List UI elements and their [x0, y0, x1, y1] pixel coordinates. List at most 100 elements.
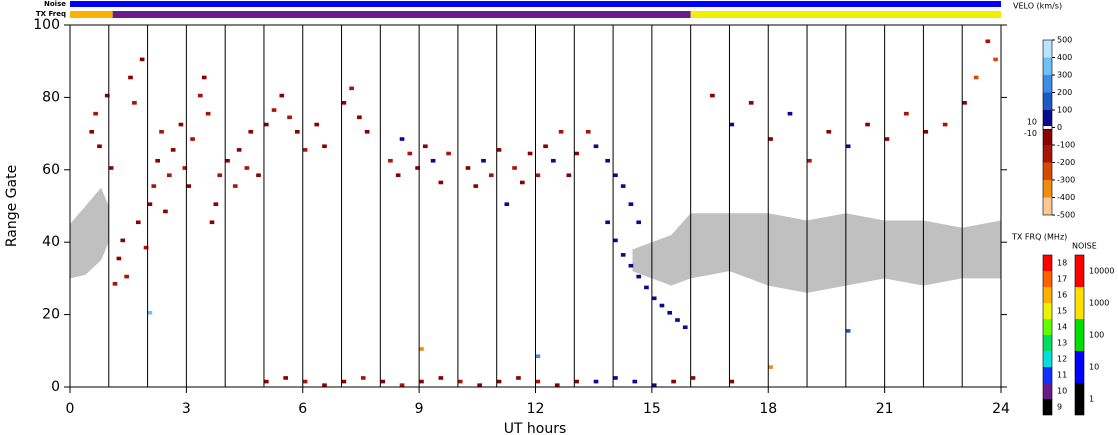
x-axis-label: UT hours — [504, 421, 567, 435]
echo-cell — [613, 238, 618, 243]
tx-swatch — [1043, 367, 1052, 383]
echo-cell — [985, 39, 991, 44]
echo-cell — [675, 318, 680, 322]
echo-cell — [357, 115, 362, 120]
noise-segment — [70, 1, 1001, 7]
echo-cell — [457, 379, 463, 384]
velo-swatch — [1043, 145, 1052, 163]
echo-cell — [496, 148, 502, 152]
echo-cell — [407, 151, 413, 156]
velo-swatch — [1043, 57, 1052, 75]
echo-cell — [574, 151, 579, 156]
echo-cell — [845, 144, 851, 149]
x-tick-label: 21 — [876, 401, 894, 417]
echo-cell — [190, 137, 195, 141]
echo-cell — [159, 129, 164, 134]
echo-cell — [632, 379, 638, 384]
echo-cell — [182, 166, 188, 170]
velo-tick-label: -200 — [1057, 158, 1075, 167]
echo-cell — [147, 202, 153, 206]
echo-cell — [217, 173, 223, 178]
velo-tick-label: 0 — [1057, 123, 1062, 132]
echo-cell — [279, 93, 285, 98]
y-tick-label: 80 — [42, 89, 60, 105]
echo-cell — [198, 93, 203, 98]
echo-cell — [419, 379, 424, 384]
velo-tick-label: 300 — [1057, 71, 1072, 80]
tx-tick-label: 18 — [1057, 259, 1067, 268]
echo-cell — [613, 173, 618, 178]
echo-cell — [155, 158, 160, 163]
echo-cell — [322, 383, 327, 387]
echo-cell — [287, 115, 292, 120]
tx-swatch — [1043, 303, 1052, 319]
x-tick-label: 18 — [759, 401, 777, 417]
echo-cell — [787, 111, 793, 116]
echo-cell — [112, 282, 118, 286]
echo-cell — [314, 122, 320, 127]
echo-cell — [558, 129, 564, 134]
echo-cell — [205, 111, 211, 116]
echo-cell — [143, 245, 149, 250]
velo-tick-label: -400 — [1057, 193, 1075, 202]
echo-cell — [388, 158, 393, 163]
echo-cell — [97, 144, 102, 149]
echo-cell — [865, 122, 870, 127]
echo-cell — [430, 158, 436, 163]
echo-cell — [93, 111, 98, 116]
echo-cell — [690, 376, 696, 380]
echo-cell — [613, 376, 618, 380]
echo-cell — [139, 57, 145, 62]
x-tick-label: 15 — [643, 401, 661, 417]
echo-cell — [151, 184, 157, 188]
echo-cell — [636, 274, 642, 279]
y-tick-label: 100 — [33, 17, 60, 33]
echo-cell — [671, 379, 676, 384]
x-tick-label: 6 — [298, 401, 307, 417]
echo-cell — [962, 101, 967, 105]
echo-cell — [768, 137, 773, 141]
echo-cell — [574, 379, 579, 384]
echo-cell — [504, 202, 510, 206]
echo-cell — [244, 166, 250, 170]
tx-tick-label: 9 — [1057, 403, 1062, 412]
echo-cell — [283, 376, 289, 380]
echo-cell — [438, 376, 444, 380]
velo-swatch — [1043, 40, 1052, 58]
velo-swatch — [1043, 127, 1052, 145]
echo-cell — [644, 285, 649, 290]
echo-cell — [302, 148, 308, 152]
noise-tick-label: 1 — [1089, 395, 1094, 404]
tx-swatch — [1043, 319, 1052, 335]
echo-cell — [473, 184, 479, 188]
echo-cell — [322, 144, 327, 149]
echo-cell — [399, 383, 405, 387]
tx-swatch — [1043, 287, 1052, 303]
echo-cell — [163, 209, 168, 214]
echo-cell — [593, 379, 599, 384]
tx-swatch — [1043, 335, 1052, 351]
velo-swatch — [1043, 92, 1052, 110]
velo-scale-title: VELO (km/s) — [1013, 2, 1062, 11]
tx-tick-label: 16 — [1057, 291, 1067, 300]
tx-freq-segment — [70, 11, 113, 18]
noise-swatch — [1075, 255, 1084, 287]
noise-swatch — [1075, 383, 1084, 415]
echo-cell — [170, 148, 176, 152]
echo-cell — [213, 202, 219, 206]
echo-cell — [554, 383, 560, 387]
echo-cell — [527, 151, 533, 156]
echo-cell — [516, 376, 521, 380]
echo-cell — [620, 184, 626, 188]
velo-zero-band — [1042, 125, 1053, 130]
echo-cell — [519, 180, 525, 185]
tx-tick-label: 14 — [1057, 323, 1067, 332]
echo-cell — [108, 166, 114, 170]
echo-cell — [628, 263, 634, 268]
x-tick-label: 9 — [415, 401, 424, 417]
echo-cell — [488, 173, 494, 178]
echo-cell — [124, 274, 129, 279]
echo-cell — [415, 166, 420, 170]
velo-swatch — [1043, 197, 1052, 215]
echo-cell — [423, 144, 428, 149]
